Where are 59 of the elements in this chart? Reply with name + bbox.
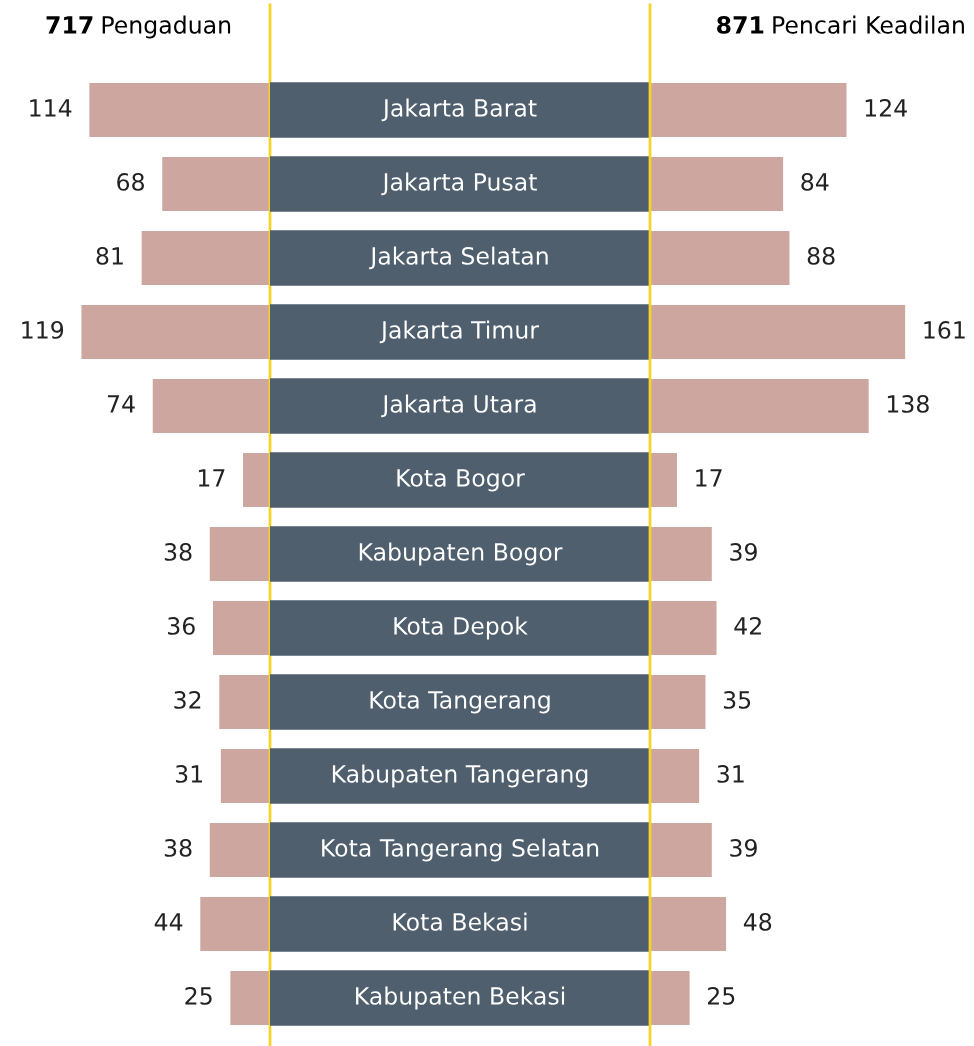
- data-label: 84: [801, 172, 829, 191]
- y-tick-label: Jakarta Utara: [381, 394, 536, 418]
- data-label: 35: [723, 690, 751, 709]
- data-label: 161: [924, 320, 965, 339]
- data-label: 81: [96, 246, 123, 265]
- data-label: 88: [807, 246, 835, 265]
- data-label: 31: [717, 764, 744, 783]
- bar: [650, 452, 677, 508]
- y-tick-label: Kota Depok: [394, 616, 528, 640]
- data-label: 39: [730, 542, 757, 561]
- bar: [152, 378, 270, 434]
- data-label: 36: [168, 616, 195, 635]
- chart-title: 871 Pencari Keadilan: [717, 15, 964, 34]
- bar: [200, 896, 270, 952]
- data-label: 124: [865, 98, 907, 117]
- bar: [219, 674, 270, 730]
- data-label: 32: [174, 690, 201, 709]
- data-label: 31: [175, 764, 203, 783]
- bar: [650, 896, 727, 952]
- y-tick-label: Jakarta Selatan: [369, 246, 548, 270]
- data-label: 138: [887, 394, 929, 413]
- bar: [650, 970, 690, 1026]
- data-label: 38: [164, 542, 192, 561]
- data-label: 48: [743, 912, 772, 931]
- bar: [209, 822, 270, 878]
- y-tick-label: Kota Tangerang: [370, 691, 550, 714]
- y-tick-label: Kota Bekasi: [393, 912, 527, 931]
- bar: [650, 822, 712, 878]
- y-tick-label: Kota Tangerang Selatan: [322, 838, 599, 862]
- bar: [650, 600, 717, 656]
- data-label: 38: [164, 838, 192, 857]
- bar: [243, 452, 270, 508]
- chart-title: 717 Pengaduan: [46, 15, 231, 39]
- data-label: 42: [734, 616, 761, 635]
- bar: [209, 526, 270, 582]
- y-tick-label: Jakarta Timur: [379, 320, 540, 344]
- data-label: 17: [696, 469, 722, 487]
- data-label: 17: [198, 469, 225, 487]
- y-tick-label: Kota Bogor: [397, 469, 525, 492]
- data-label: 114: [30, 99, 72, 117]
- bar: [220, 748, 270, 804]
- bar: [650, 748, 700, 804]
- data-label: 25: [708, 986, 735, 1005]
- data-label: 119: [22, 320, 64, 339]
- y-tick-label: Kabupaten Bogor: [359, 542, 563, 566]
- bar: [162, 156, 270, 212]
- data-label: 74: [107, 395, 135, 413]
- bar: [650, 674, 706, 730]
- data-label: 44: [154, 913, 183, 931]
- bar: [212, 600, 270, 656]
- data-label: 68: [117, 172, 144, 191]
- bar: [230, 970, 270, 1026]
- y-tick-label: Jakarta Barat: [381, 98, 537, 122]
- data-label: 25: [185, 986, 212, 1005]
- bar: [650, 526, 712, 582]
- data-label: 39: [730, 838, 757, 857]
- y-tick-label: Jakarta Pusat: [381, 172, 537, 196]
- y-tick-label: Kabupaten Tangerang: [332, 764, 588, 788]
- y-tick-label: Kabupaten Bekasi: [356, 986, 565, 1010]
